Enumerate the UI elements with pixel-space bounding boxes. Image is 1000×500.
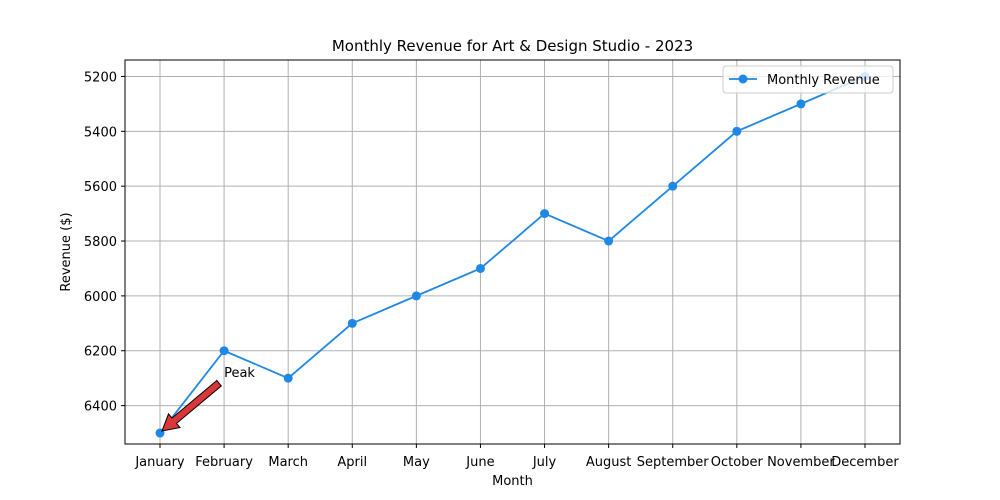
- data-point: [475, 263, 485, 273]
- y-axis-label: Revenue ($): [59, 212, 74, 291]
- data-point: [411, 291, 421, 301]
- y-tick-label: 5800: [84, 235, 117, 250]
- x-tick-label: July: [532, 455, 557, 470]
- data-point: [732, 126, 742, 136]
- x-tick-label: April: [337, 455, 367, 470]
- series-line: [159, 75, 866, 434]
- x-tick-label: November: [767, 455, 835, 470]
- data-point: [283, 373, 293, 383]
- x-tick-label: March: [268, 455, 308, 470]
- plot-frame: [124, 59, 901, 445]
- y-tick-label: 5400: [84, 125, 117, 140]
- y-tick-label: 6000: [84, 290, 117, 305]
- x-tick-label: October: [711, 455, 764, 470]
- data-point: [796, 99, 806, 109]
- annotation-text: Peak: [224, 366, 255, 381]
- data-point: [668, 181, 678, 191]
- x-axis-ticks: January February March April May June July Augu…: [134, 444, 899, 470]
- y-tick-label: 5600: [84, 180, 117, 195]
- legend: Monthly Revenue: [722, 65, 894, 94]
- x-tick-label: August: [586, 455, 632, 470]
- data-point: [604, 236, 614, 246]
- y-tick-label: 6200: [84, 345, 117, 360]
- y-tick-label: 6400: [84, 400, 117, 415]
- chart-title: Monthly Revenue for Art & Design Studio …: [332, 37, 693, 55]
- legend-swatch-marker: [738, 74, 748, 84]
- y-axis-ticks: 5200 5400 5600 5800 6000 6200 6400: [84, 70, 125, 415]
- x-axis-label: Month: [492, 474, 533, 489]
- annotation-group: Peak: [161, 366, 255, 432]
- x-tick-label: January: [134, 455, 185, 470]
- x-tick-label: September: [637, 455, 710, 470]
- annotation-arrow: [161, 379, 223, 432]
- data-point: [347, 318, 357, 328]
- x-tick-label: December: [831, 455, 899, 470]
- data-point: [540, 209, 550, 219]
- legend-box: [722, 65, 894, 94]
- data-point: [219, 346, 229, 356]
- y-tick-label: 5200: [84, 70, 117, 85]
- x-tick-label: June: [465, 455, 494, 470]
- x-tick-label: May: [403, 455, 430, 470]
- x-tick-label: February: [195, 455, 253, 470]
- grid-lines: [125, 60, 900, 444]
- legend-label: Monthly Revenue: [767, 73, 880, 88]
- series-group: [155, 71, 870, 438]
